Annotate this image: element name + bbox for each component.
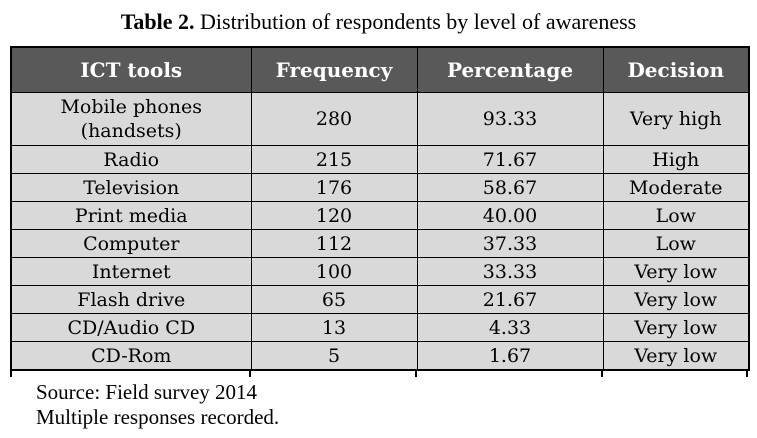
cell-decision: Very low xyxy=(602,341,750,371)
cell-decision: Moderate xyxy=(602,173,750,202)
cell-frequency: 215 xyxy=(250,145,418,174)
table-notes: Source: Field survey 2014 Multiple respo… xyxy=(0,380,757,430)
cell-tool: Print media xyxy=(10,201,252,230)
table-border-stubs xyxy=(10,371,748,378)
cell-percentage: 93.33 xyxy=(416,92,604,146)
table-row: Flash drive 65 21.67 Very low xyxy=(10,285,750,314)
border-stub xyxy=(249,371,251,377)
cell-percentage: 37.33 xyxy=(416,229,604,258)
cell-frequency: 100 xyxy=(250,257,418,286)
cell-tool: CD-Rom xyxy=(10,341,252,371)
cell-decision: Very low xyxy=(602,257,750,286)
border-stub xyxy=(746,371,748,377)
border-stub xyxy=(601,371,603,377)
cell-frequency: 13 xyxy=(250,313,418,342)
cell-percentage: 40.00 xyxy=(416,201,604,230)
table-row: Radio 215 71.67 High xyxy=(10,145,750,174)
cell-tool: Internet xyxy=(10,257,252,286)
cell-percentage: 21.67 xyxy=(416,285,604,314)
col-header-ict-tools: ICT tools xyxy=(10,46,252,93)
table-row: Mobile phones (handsets) 280 93.33 Very … xyxy=(10,92,750,146)
cell-frequency: 65 xyxy=(250,285,418,314)
cell-decision: Very high xyxy=(602,92,750,146)
col-header-decision: Decision xyxy=(602,46,750,93)
cell-tool: Mobile phones (handsets) xyxy=(10,92,252,146)
table-caption-text: Distribution of respondents by level of … xyxy=(194,9,637,34)
cell-frequency: 120 xyxy=(250,201,418,230)
cell-decision: High xyxy=(602,145,750,174)
header-row: ICT tools Frequency Percentage Decision xyxy=(10,46,750,93)
cell-percentage: 33.33 xyxy=(416,257,604,286)
cell-decision: Low xyxy=(602,229,750,258)
table-row: Television 176 58.67 Moderate xyxy=(10,173,750,202)
source-note: Source: Field survey 2014 xyxy=(36,380,258,404)
table-row: Print media 120 40.00 Low xyxy=(10,201,750,230)
cell-percentage: 1.67 xyxy=(416,341,604,371)
cell-frequency: 176 xyxy=(250,173,418,202)
cell-tool: CD/Audio CD xyxy=(10,313,252,342)
cell-frequency: 280 xyxy=(250,92,418,146)
cell-tool: Flash drive xyxy=(10,285,252,314)
border-stub xyxy=(10,371,12,377)
cell-tool: Television xyxy=(10,173,252,202)
responses-note: Multiple responses recorded. xyxy=(36,405,280,429)
awareness-table: ICT tools Frequency Percentage Decision … xyxy=(10,46,750,371)
cell-frequency: 5 xyxy=(250,341,418,371)
table-row: Computer 112 37.33 Low xyxy=(10,229,750,258)
table-row: Internet 100 33.33 Very low xyxy=(10,257,750,286)
cell-frequency: 112 xyxy=(250,229,418,258)
table-caption: Table 2. Distribution of respondents by … xyxy=(0,0,757,36)
cell-decision: Very low xyxy=(602,313,750,342)
table-row: CD/Audio CD 13 4.33 Very low xyxy=(10,313,750,342)
cell-tool: Computer xyxy=(10,229,252,258)
table-caption-label: Table 2. xyxy=(120,9,195,34)
table-row: CD-Rom 5 1.67 Very low xyxy=(10,341,750,371)
cell-tool: Radio xyxy=(10,145,252,174)
col-header-frequency: Frequency xyxy=(250,46,418,93)
col-header-percentage: Percentage xyxy=(416,46,604,93)
cell-percentage: 4.33 xyxy=(416,313,604,342)
cell-percentage: 71.67 xyxy=(416,145,604,174)
cell-decision: Very low xyxy=(602,285,750,314)
border-stub xyxy=(415,371,417,377)
cell-decision: Low xyxy=(602,201,750,230)
cell-percentage: 58.67 xyxy=(416,173,604,202)
